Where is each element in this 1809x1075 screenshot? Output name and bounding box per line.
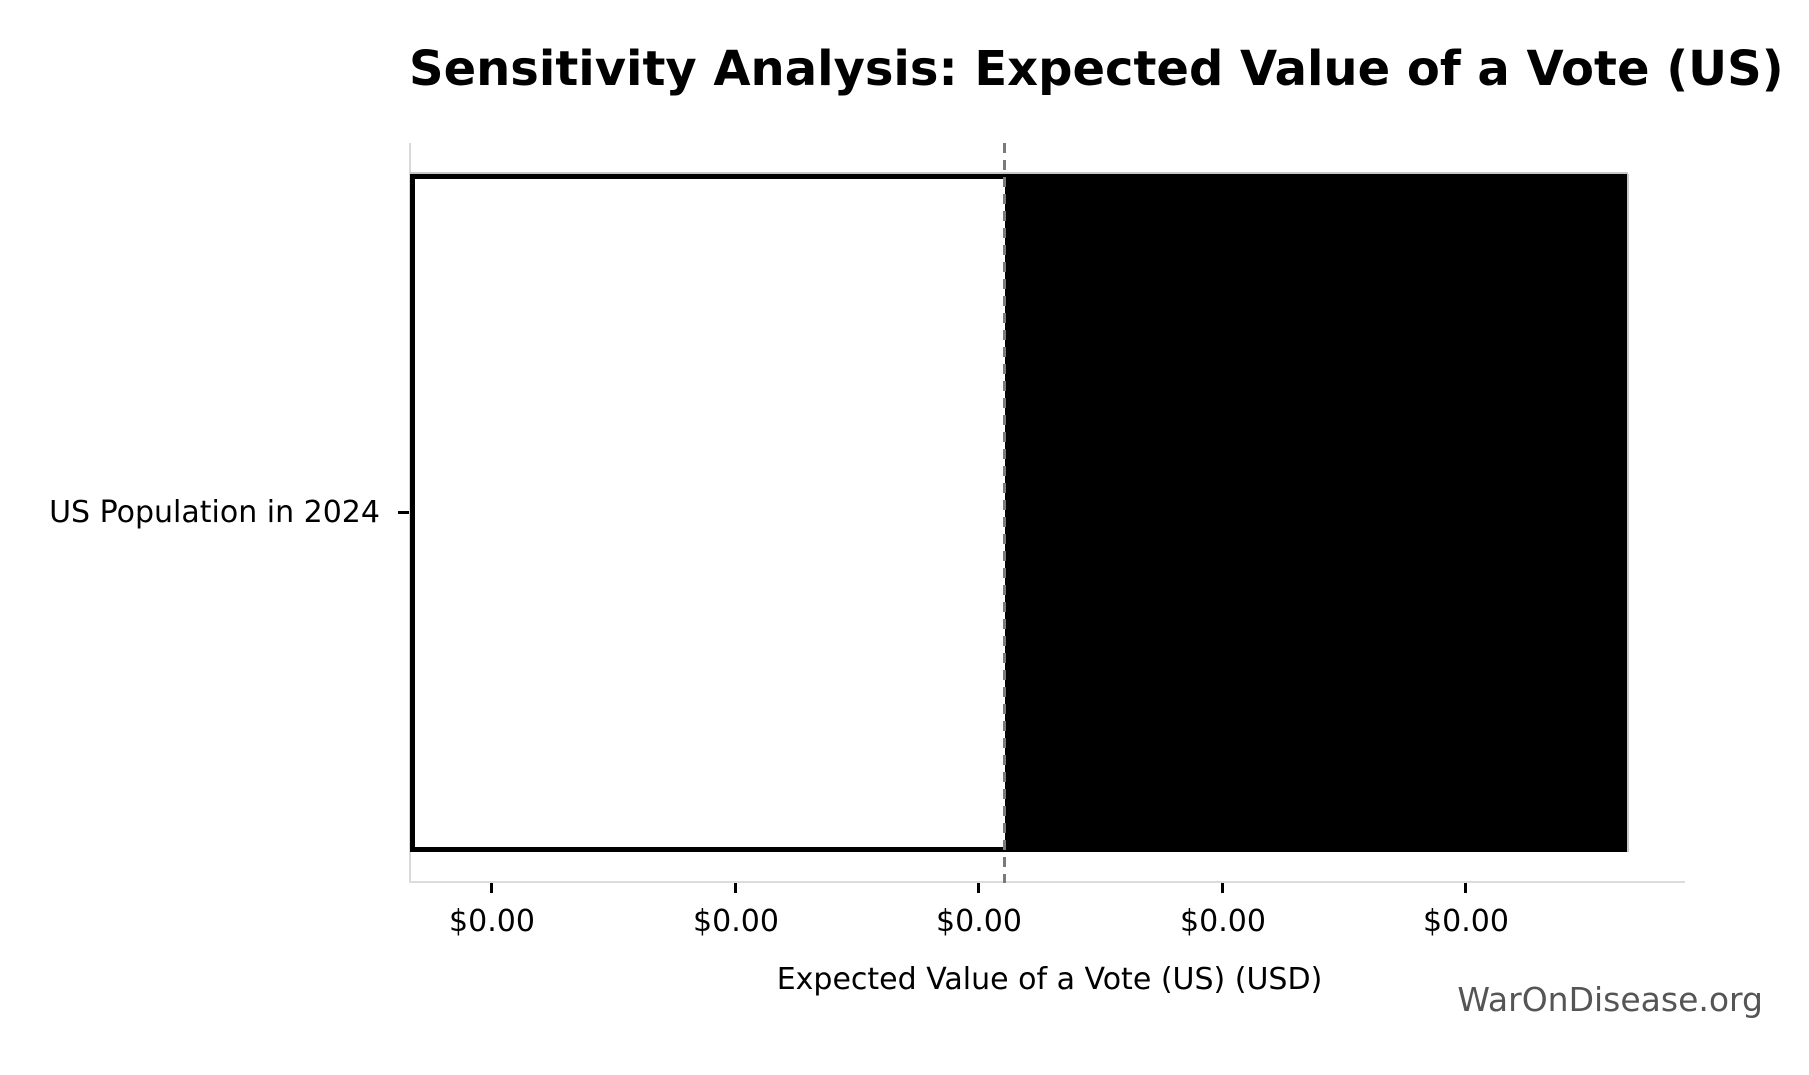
x-tick-mark xyxy=(1464,883,1467,893)
x-axis-spine xyxy=(409,881,1685,883)
x-tick-label: $0.00 xyxy=(936,904,1022,939)
bar-right-edge-line xyxy=(1627,174,1629,852)
x-tick-mark xyxy=(977,883,980,893)
x-axis-label: Expected Value of a Vote (US) (USD) xyxy=(776,962,1323,997)
bar-top-edge-line xyxy=(410,172,1628,174)
x-tick-label: $0.00 xyxy=(1180,904,1266,939)
base-case-dashed-line xyxy=(1003,143,1006,883)
watermark-text: WarOnDisease.org xyxy=(1457,980,1763,1019)
y-tick-mark xyxy=(398,511,409,514)
bar-high-segment xyxy=(1005,174,1627,852)
x-tick-mark xyxy=(490,883,493,893)
x-tick-mark xyxy=(1221,883,1224,893)
y-tick-label: US Population in 2024 xyxy=(49,495,380,530)
bar-low-segment xyxy=(410,174,1005,852)
x-tick-mark xyxy=(734,883,737,893)
chart-title: Sensitivity Analysis: Expected Value of … xyxy=(409,41,1784,97)
x-tick-label: $0.00 xyxy=(693,904,779,939)
x-tick-label: $0.00 xyxy=(1423,904,1509,939)
x-tick-label: $0.00 xyxy=(449,904,535,939)
